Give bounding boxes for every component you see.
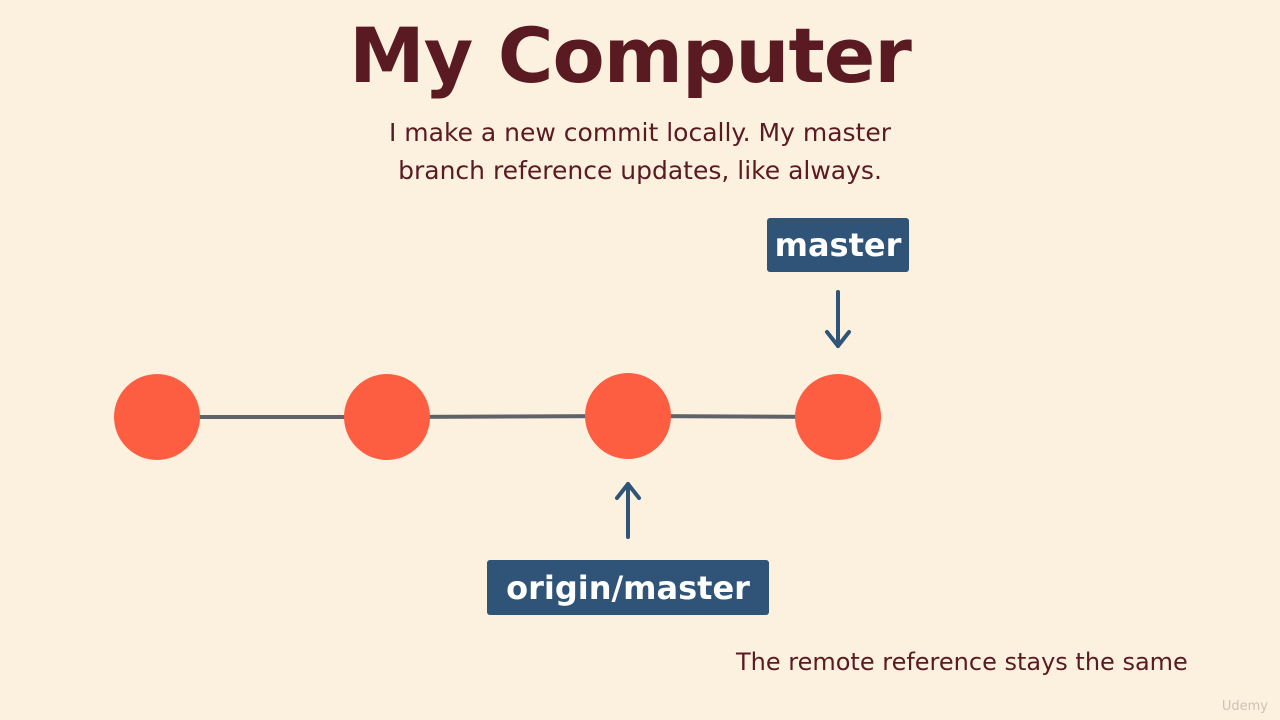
commit-edges bbox=[157, 414, 839, 419]
slide-title: My Computer bbox=[349, 11, 912, 100]
commit-node-2 bbox=[344, 374, 430, 460]
origin-master-up-arrow-icon bbox=[615, 482, 641, 539]
commit-node-4 bbox=[795, 374, 881, 460]
footnote-text: The remote reference stays the same bbox=[736, 648, 1188, 676]
commit-node-3 bbox=[585, 373, 671, 459]
slide-caption: I make a new commit locally. My master b… bbox=[340, 114, 940, 190]
caption-line-1: I make a new commit locally. My master bbox=[388, 118, 892, 147]
commit-node-1 bbox=[114, 374, 200, 460]
caption-line-2: branch reference updates, like always. bbox=[398, 156, 882, 185]
origin-master-ref-label: origin/master bbox=[487, 560, 769, 615]
master-down-arrow-icon bbox=[825, 290, 851, 348]
commit-nodes bbox=[114, 373, 881, 460]
udemy-watermark: Udemy bbox=[1221, 699, 1268, 714]
master-ref-label: master bbox=[767, 218, 909, 272]
ref-arrows bbox=[615, 290, 851, 539]
